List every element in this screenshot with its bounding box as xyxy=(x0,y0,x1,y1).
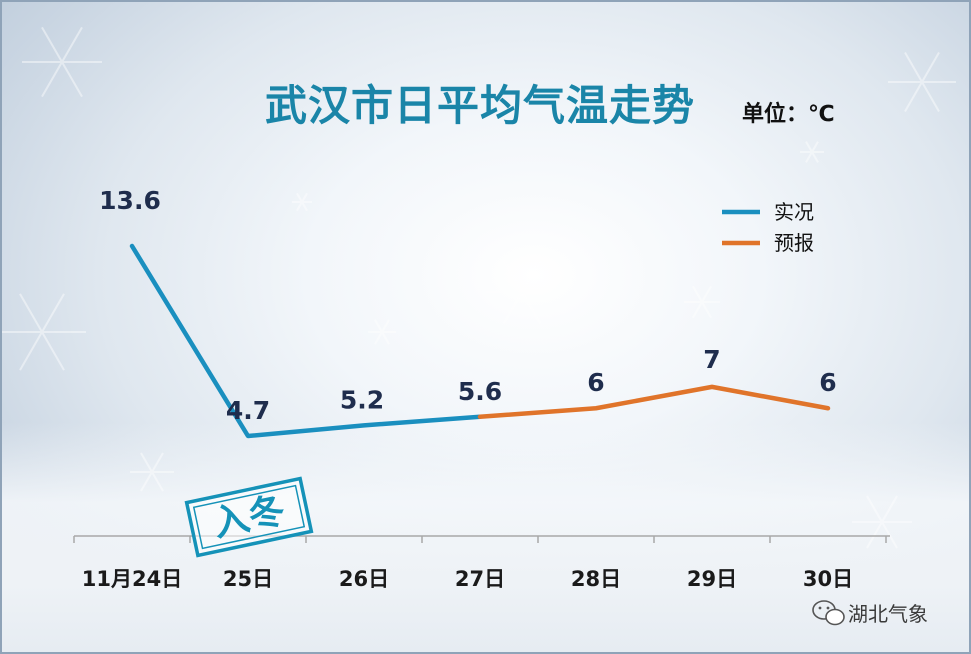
x-tick-label: 27日 xyxy=(455,567,505,591)
snowflake-icon xyxy=(292,192,312,212)
data-label: 5.2 xyxy=(340,385,384,414)
data-label: 6 xyxy=(587,368,604,397)
snowflake-icon xyxy=(22,26,102,98)
x-axis-tick-labels: 11月24日 25日 26日 27日 28日 29日 30日 xyxy=(82,567,853,591)
winter-start-badge: 入冬 xyxy=(184,476,314,558)
snowflake-icon xyxy=(368,319,396,345)
x-axis-ticks xyxy=(73,536,887,543)
data-label: 13.6 xyxy=(99,186,161,215)
x-tick-label: 30日 xyxy=(803,567,853,591)
snow-background xyxy=(2,422,969,652)
x-tick-label: 25日 xyxy=(223,567,273,591)
wechat-icon xyxy=(812,600,845,626)
snowflake-icon xyxy=(130,452,174,492)
data-labels: 13.6 4.7 5.2 5.6 6 7 6 xyxy=(99,186,837,425)
chart-title: 武汉市日平均气温走势 xyxy=(265,81,695,130)
watermark: 湖北气象 xyxy=(812,600,928,626)
x-tick-label: 11月24日 xyxy=(82,567,182,591)
snowflake-icon xyxy=(888,52,956,112)
legend-label: 实况 xyxy=(774,200,814,224)
snowflake-icon xyxy=(852,495,912,549)
series-lines xyxy=(129,243,831,439)
data-label: 4.7 xyxy=(226,396,270,425)
snowflake-icon xyxy=(800,141,824,163)
legend-label: 预报 xyxy=(774,231,814,255)
unit-label: 单位：℃ xyxy=(742,101,835,127)
data-label: 7 xyxy=(703,345,720,374)
x-tick-label: 26日 xyxy=(339,567,389,591)
x-tick-label: 29日 xyxy=(687,567,737,591)
series-line-observed xyxy=(129,243,483,439)
data-label: 5.6 xyxy=(458,377,502,406)
series-line-forecast xyxy=(477,384,831,420)
snowflake-icon xyxy=(2,293,86,371)
watermark-label: 湖北气象 xyxy=(848,602,928,626)
snowflake-icon xyxy=(684,285,720,319)
data-label: 6 xyxy=(819,368,836,397)
snowflake-icon xyxy=(486,260,558,324)
x-tick-label: 28日 xyxy=(571,567,621,591)
